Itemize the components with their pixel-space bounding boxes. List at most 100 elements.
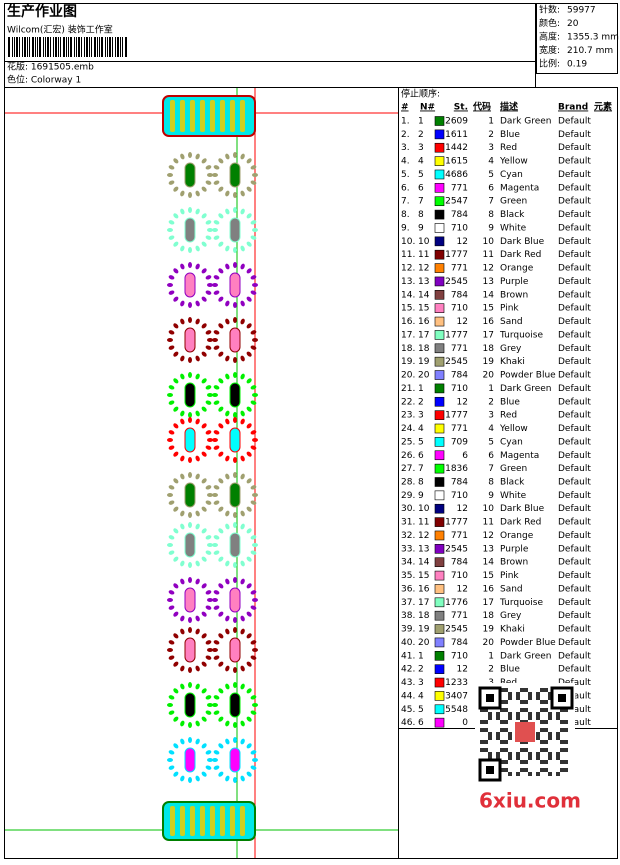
- leaf: [201, 451, 207, 457]
- bar-stripe: [112, 37, 113, 57]
- code: 11: [483, 250, 494, 260]
- needle: 5: [418, 437, 424, 447]
- leaf: [180, 738, 185, 745]
- stitches: 1615: [445, 157, 468, 167]
- leaf: [250, 400, 257, 405]
- needle: 3: [418, 143, 424, 153]
- color-swatch: [434, 650, 445, 661]
- needle: 20: [418, 638, 430, 648]
- brand: Default: [558, 397, 591, 407]
- leaf: [187, 417, 193, 423]
- stitches: 771: [451, 611, 468, 621]
- leaf: [218, 688, 224, 694]
- row-number: 44.: [401, 691, 415, 701]
- leaf: [167, 597, 173, 603]
- leaf: [225, 510, 230, 517]
- bar-stripe: [22, 37, 23, 57]
- leaf: [232, 737, 238, 743]
- table-caption: 停止顺序:: [401, 88, 440, 100]
- leaf: [187, 522, 193, 528]
- stitches: 12: [457, 317, 468, 327]
- leaf: [187, 372, 193, 378]
- leaf: [213, 180, 220, 185]
- leaf: [218, 241, 224, 247]
- code: 7: [488, 197, 494, 207]
- leaf: [187, 562, 193, 568]
- qr-cell: [480, 708, 484, 712]
- band-stitch: [170, 806, 175, 836]
- needle: 6: [418, 183, 424, 193]
- leaf: [195, 190, 200, 197]
- code: 1: [488, 651, 494, 661]
- bar-stripe: [89, 37, 90, 57]
- leaf: [180, 578, 185, 585]
- row-number: 4.: [401, 157, 410, 167]
- leaf: [207, 173, 213, 177]
- qr-cell: [544, 728, 548, 732]
- leaf: [180, 373, 185, 380]
- brand: Default: [558, 518, 591, 528]
- leaf: [201, 296, 207, 302]
- needle: 15: [418, 304, 429, 314]
- code: 18: [483, 611, 495, 621]
- pod: [184, 382, 196, 408]
- qr-cell: [528, 716, 532, 720]
- description: Red: [500, 143, 517, 153]
- leaf: [213, 550, 220, 555]
- leaf: [167, 227, 173, 233]
- brand: Default: [558, 170, 591, 180]
- qr-cell: [564, 760, 568, 764]
- color-swatch: [434, 116, 445, 126]
- needle: 14: [418, 290, 430, 300]
- leaf: [168, 550, 175, 555]
- leaf: [205, 430, 212, 435]
- qr-cell: [480, 740, 484, 744]
- leaf: [205, 290, 212, 295]
- brand: Default: [558, 157, 591, 167]
- qr-cell: [560, 720, 564, 724]
- leaf: [195, 455, 200, 462]
- leaf: [213, 500, 220, 505]
- leaf: [246, 351, 252, 357]
- qr-cell: [484, 748, 488, 752]
- qr-cell: [500, 700, 504, 704]
- leaf: [218, 213, 224, 219]
- qr-cell: [516, 756, 520, 760]
- leaf: [195, 578, 200, 585]
- qr-cell: [548, 716, 552, 720]
- leaf: [250, 535, 257, 540]
- needle: 3: [418, 411, 424, 421]
- color-swatch: [434, 236, 445, 247]
- color-swatch: [434, 691, 445, 701]
- description: Grey: [500, 344, 522, 354]
- leaf: [201, 583, 207, 589]
- leaf: [218, 611, 224, 617]
- pod: [184, 747, 196, 773]
- leaf: [232, 247, 238, 253]
- qr-cell: [516, 712, 520, 716]
- brand: Default: [558, 330, 591, 340]
- row-number: 37.: [401, 598, 415, 608]
- description: Dark Blue: [500, 237, 545, 247]
- qr-cell: [564, 728, 568, 732]
- leaf: [201, 633, 207, 639]
- leaf: [168, 500, 175, 505]
- leaf: [213, 695, 220, 700]
- design-file: 花版: 1691505.emb: [7, 61, 94, 73]
- row-number: 43.: [401, 678, 415, 688]
- leaf: [205, 400, 212, 405]
- leaf: [250, 330, 257, 335]
- description: Red: [500, 411, 517, 421]
- stitches: 1442: [445, 143, 468, 153]
- qr-cell: [540, 728, 544, 732]
- leaf: [232, 302, 238, 308]
- leaf: [168, 640, 175, 645]
- bar-stripe: [105, 37, 106, 57]
- leaf: [173, 583, 179, 589]
- leaf: [225, 523, 230, 530]
- description: Khaki: [500, 625, 525, 635]
- leaf: [168, 165, 175, 170]
- row-number: 9.: [401, 223, 410, 233]
- code: 16: [483, 584, 495, 594]
- pod: [229, 587, 241, 613]
